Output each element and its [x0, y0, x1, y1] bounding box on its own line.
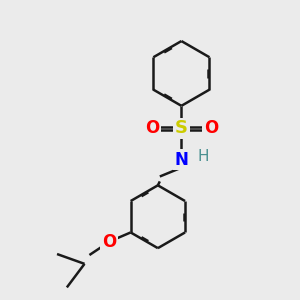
Text: O: O	[145, 119, 159, 137]
Text: N: N	[175, 151, 188, 169]
Text: O: O	[102, 233, 116, 251]
Text: H: H	[197, 149, 209, 164]
Text: O: O	[204, 119, 218, 137]
Text: S: S	[175, 119, 188, 137]
